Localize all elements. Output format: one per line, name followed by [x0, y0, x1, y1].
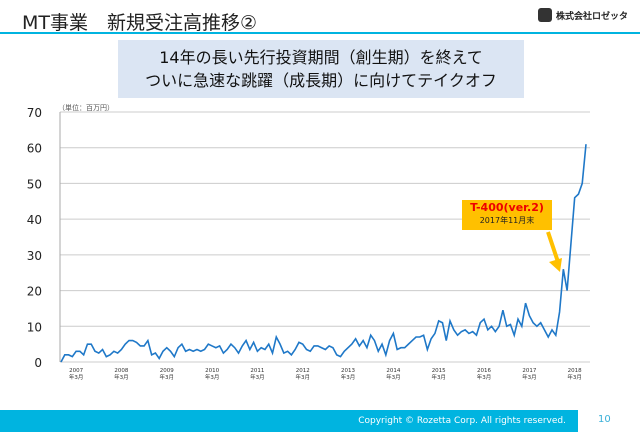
annotation-callout: T-400(ver.2) 2017年11月末 [462, 200, 552, 230]
annotation-arrowhead [549, 258, 562, 272]
logo-icon [537, 8, 552, 22]
x-tick-label: 2017 [522, 368, 536, 374]
annotation-sub: 2017年11月末 [479, 216, 535, 225]
y-tick-label: 50 [27, 177, 42, 191]
x-tick-label: 2014 [386, 368, 400, 374]
company-name: 株式会社ロゼッタ [555, 11, 628, 22]
footer-bar: Copyright © Rozetta Corp. All rights res… [0, 410, 578, 432]
x-tick-label: 2018 [568, 368, 582, 374]
annotation-arrow [546, 231, 560, 263]
subtitle-line2: ついに急速な跳躍（成長期）に向けてテイクオフ [145, 71, 497, 90]
x-tick-sublabel: 年3月 [114, 373, 129, 381]
x-tick-sublabel: 年3月 [477, 373, 492, 381]
x-tick-sublabel: 年3月 [431, 373, 446, 381]
y-tick-label: 10 [27, 320, 42, 334]
x-tick-sublabel: 年3月 [250, 373, 265, 381]
subtitle-line1: 14年の長い先行投資期間（創生期）を終えて [159, 48, 483, 67]
y-tick-label: 30 [27, 249, 42, 263]
x-tick-sublabel: 年3月 [69, 373, 84, 381]
page-number: 10 [598, 414, 611, 425]
unit-label: （単位：百万円） [58, 104, 114, 112]
company-logo: 株式会社ロゼッタ [537, 8, 628, 22]
x-tick-label: 2009 [160, 368, 174, 374]
x-tick-label: 2012 [296, 368, 310, 374]
x-tick-sublabel: 年3月 [341, 373, 356, 381]
series-line [60, 144, 587, 363]
x-tick-label: 2013 [341, 368, 355, 374]
copyright: Copyright © Rozetta Corp. All rights res… [358, 416, 566, 426]
x-tick-label: 2008 [114, 368, 128, 374]
y-tick-label: 20 [27, 285, 42, 299]
annotation-label: T-400(ver.2) [470, 201, 544, 214]
x-tick-sublabel: 年3月 [567, 373, 582, 381]
x-tick-label: 2016 [477, 368, 491, 374]
subtitle-box: 14年の長い先行投資期間（創生期）を終えて ついに急速な跳躍（成長期）に向けてテ… [118, 40, 524, 98]
header-divider [0, 32, 640, 34]
y-tick-label: 40 [27, 213, 42, 227]
x-tick-sublabel: 年3月 [386, 373, 401, 381]
x-tick-sublabel: 年3月 [205, 373, 220, 381]
x-tick-label: 2007 [69, 368, 83, 374]
x-tick-label: 2010 [205, 368, 219, 374]
y-tick-label: 70 [27, 106, 42, 120]
x-tick-label: 2015 [432, 368, 446, 374]
x-tick-sublabel: 年3月 [522, 373, 537, 381]
y-tick-label: 60 [27, 142, 42, 156]
y-tick-label: 0 [34, 356, 42, 370]
x-tick-label: 2011 [250, 368, 264, 374]
x-tick-sublabel: 年3月 [295, 373, 310, 381]
x-tick-sublabel: 年3月 [160, 373, 175, 381]
page-title: MT事業 新規受注高推移② [22, 12, 258, 34]
